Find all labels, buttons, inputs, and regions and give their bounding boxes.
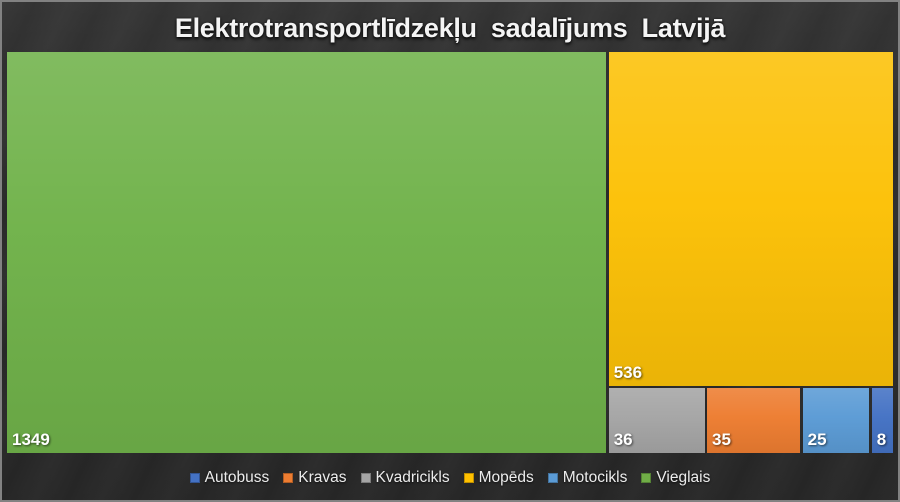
legend-swatch-motocikls [547, 473, 558, 483]
treemap-cell-kvadricikls: 36 [608, 388, 705, 453]
data-label-mopeds: 536 [613, 362, 643, 382]
data-label-autobuss: 8 [876, 430, 887, 449]
treemap-cell-vieglais: 1349 [7, 52, 607, 453]
legend-label-motocikls: Motocikls [562, 469, 628, 486]
legend-label-mopeds: Mopēds [478, 469, 534, 486]
legend: Autobuss Kravas Kvadricikls Mopēds Motoc… [2, 469, 898, 487]
legend-swatch-kravas [283, 473, 294, 483]
legend-item-autobuss: Autobuss [189, 469, 270, 487]
data-label-vieglais: 1349 [12, 430, 50, 449]
treemap-cell-kravas: 35 [707, 388, 801, 453]
legend-label-vieglais: Vieglais [656, 469, 711, 486]
treemap-cell-motocikls: 25 [802, 388, 870, 453]
legend-swatch-autobuss [189, 473, 200, 483]
legend-swatch-mopeds [463, 473, 474, 483]
treemap-cell-autobuss: 8 [871, 388, 893, 453]
treemap-plot: 1349 536 36 35 25 8 [7, 52, 893, 453]
legend-swatch-kvadricikls [360, 473, 371, 483]
legend-item-kvadricikls: Kvadricikls [360, 469, 450, 487]
legend-swatch-vieglais [641, 473, 652, 483]
legend-item-vieglais: Vieglais [641, 469, 710, 487]
legend-label-kvadricikls: Kvadricikls [375, 469, 450, 486]
data-label-kvadricikls: 36 [613, 430, 633, 449]
legend-label-autobuss: Autobuss [204, 469, 270, 486]
chart-title: Elektrotransportlīdzekļu sadalījums Latv… [174, 13, 726, 43]
data-label-motocikls: 25 [807, 430, 827, 449]
treemap-cell-mopeds: 536 [608, 52, 893, 386]
legend-label-kravas: Kravas [298, 469, 347, 486]
legend-item-mopeds: Mopēds [463, 469, 534, 487]
treemap-bottom-row: 36 35 25 8 [608, 388, 893, 453]
data-label-kravas: 35 [712, 430, 731, 449]
legend-item-motocikls: Motocikls [547, 469, 628, 487]
treemap-right-column: 536 36 35 25 8 [608, 52, 893, 453]
legend-item-kravas: Kravas [283, 469, 347, 487]
